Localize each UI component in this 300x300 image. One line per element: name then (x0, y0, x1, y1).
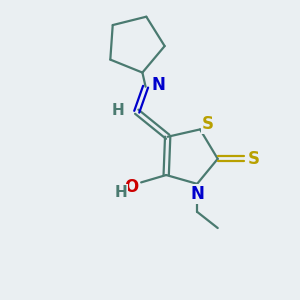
Text: N: N (190, 185, 204, 203)
Text: S: S (202, 115, 214, 133)
Text: S: S (248, 150, 260, 168)
Text: O: O (124, 178, 138, 196)
Text: H: H (112, 103, 124, 118)
Text: N: N (152, 76, 165, 94)
Text: H: H (114, 185, 127, 200)
